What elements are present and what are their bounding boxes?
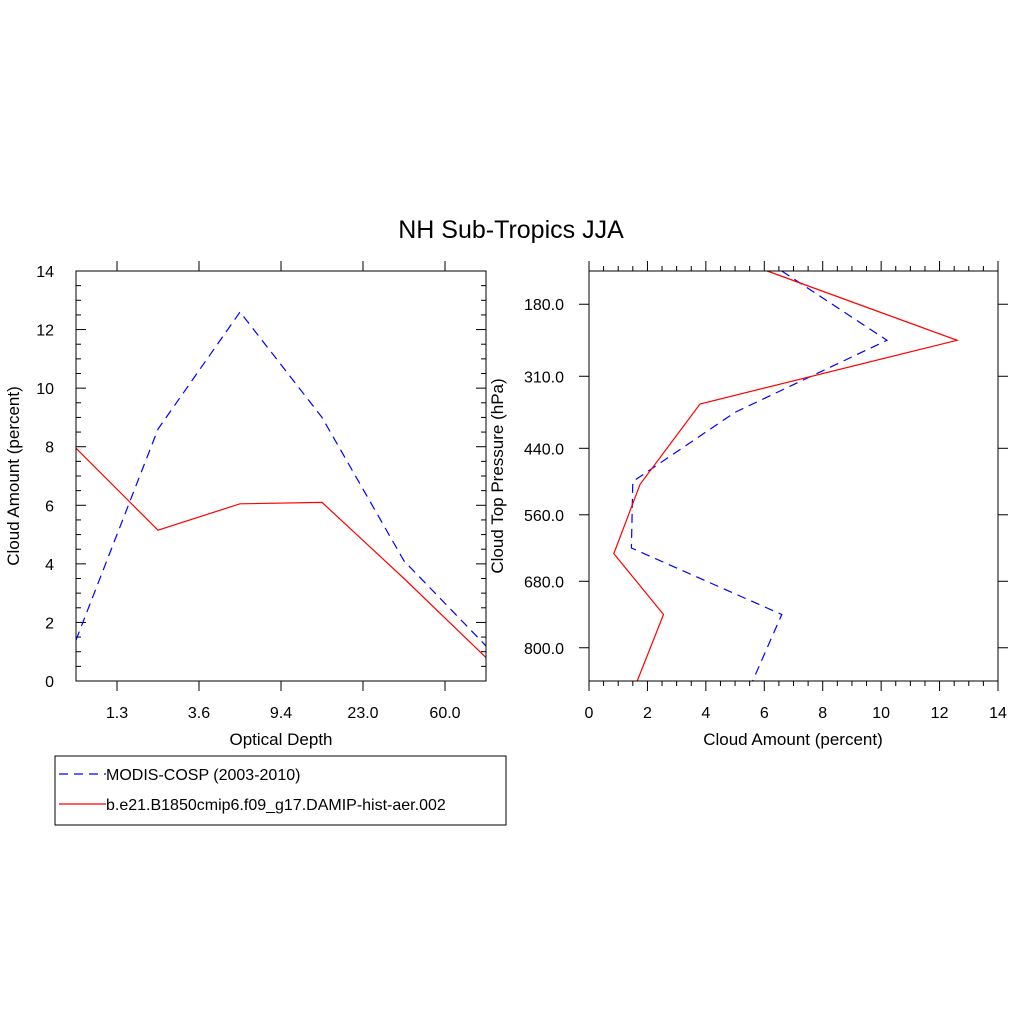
- right-x-tick-label: 4: [701, 705, 710, 722]
- legend: MODIS-COSP (2003-2010) b.e21.B1850cmip6.…: [54, 755, 507, 826]
- legend-label-model: b.e21.B1850cmip6.f09_g17.DAMIP-hist-aer.…: [106, 797, 446, 814]
- left-y-tick-label: 0: [45, 674, 54, 691]
- left-x-tick-label: 9.4: [270, 705, 292, 722]
- left-y-tick-label: 10: [36, 381, 54, 398]
- left-x-tick-label: 60.0: [429, 705, 460, 722]
- right-series-line-0: [630, 270, 889, 682]
- chart-title: NH Sub-Tropics JJA: [398, 216, 624, 244]
- right-x-tick-label: 2: [643, 705, 652, 722]
- right-x-tick-label: 0: [585, 705, 594, 722]
- left-x-tick-label: 23.0: [347, 705, 378, 722]
- right-x-tick-label: 8: [818, 705, 827, 722]
- right-y-tick-label: 680.0: [524, 574, 564, 591]
- legend-label-modis: MODIS-COSP (2003-2010): [106, 767, 300, 784]
- left-ticks: [76, 261, 486, 691]
- left-y-tick-label: 4: [45, 557, 54, 574]
- right-x-tick-label: 14: [989, 705, 1007, 722]
- left-series: [75, 310, 487, 659]
- left-plot-frame: [75, 270, 487, 682]
- right-x-tick-label: 12: [931, 705, 949, 722]
- right-y-tick-label: 800.0: [524, 641, 564, 658]
- right-x-tick-label: 6: [760, 705, 769, 722]
- right-y-tick-label: 180.0: [524, 297, 564, 314]
- right-x-tick-label: 10: [872, 705, 890, 722]
- right-series-line-1: [613, 270, 960, 682]
- left-series-line-1: [75, 447, 487, 659]
- right-x-axis-label: Cloud Amount (percent): [703, 730, 883, 749]
- right-y-tick-label: 440.0: [524, 441, 564, 458]
- left-tick-labels: 0 2 4 6 8 10 12 14 1.3 3.6 9.4 23.0 60.0: [36, 264, 460, 722]
- left-y-tick-label: 14: [36, 264, 54, 281]
- left-series-line-0: [75, 310, 487, 647]
- left-y-tick-label: 12: [36, 323, 54, 340]
- left-y-tick-label: 6: [45, 498, 54, 515]
- left-y-axis-label: Cloud Amount (percent): [4, 386, 23, 566]
- right-plot-frame: [588, 270, 999, 682]
- left-y-tick-label: 8: [45, 440, 54, 457]
- left-x-axis-label: Optical Depth: [230, 730, 333, 749]
- left-x-tick-label: 1.3: [106, 705, 128, 722]
- right-ticks: [579, 261, 1008, 691]
- right-tick-labels: 0 2 4 6 8 10 12 14 180.0 310.0 440.0 560.0 680.0 800.…: [524, 297, 1007, 722]
- left-x-tick-label: 3.6: [188, 705, 210, 722]
- right-panel: 0 2 4 6 8 10 12 14 180.0 310.0 440.0 560.0 680.0 800.…: [488, 261, 1008, 749]
- right-y-tick-label: 560.0: [524, 508, 564, 525]
- right-series: [613, 270, 960, 682]
- right-y-tick-label: 310.0: [524, 369, 564, 386]
- left-panel: 0 2 4 6 8 10 12 14 1.3 3.6 9.4 23.0 60.0 Optical Dep…: [4, 261, 487, 749]
- legend-box: [54, 755, 507, 826]
- right-y-axis-label: Cloud Top Pressure (hPa): [488, 378, 507, 573]
- left-y-tick-label: 2: [45, 615, 54, 632]
